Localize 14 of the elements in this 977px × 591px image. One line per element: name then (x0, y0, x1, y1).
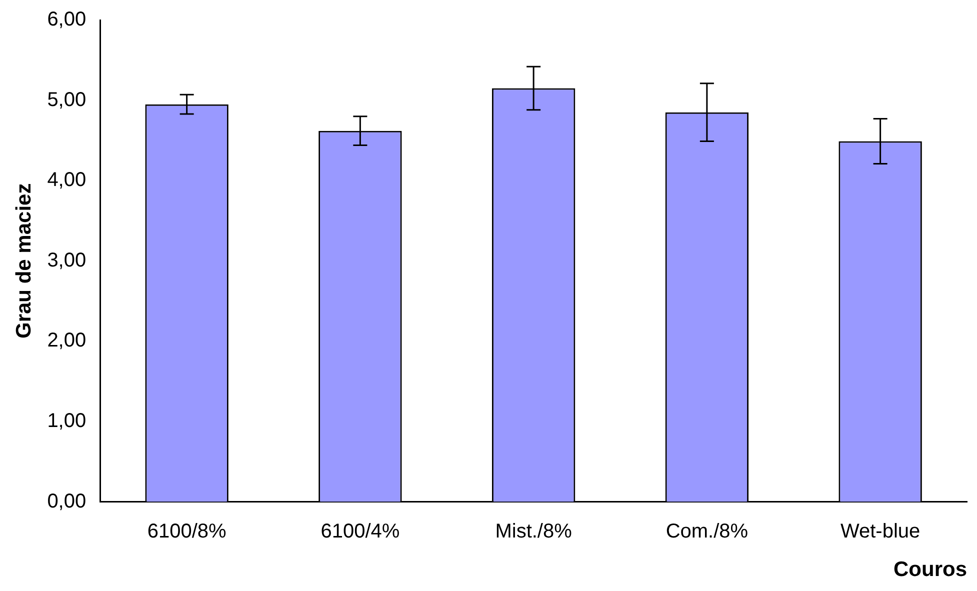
y-tick-label: 1,00 (47, 410, 86, 432)
x-tick-label: Mist./8% (495, 520, 572, 542)
x-tick-label: 6100/4% (320, 520, 400, 542)
y-axis-title: Grau de maciez (12, 183, 36, 339)
y-tick-label: 4,00 (47, 169, 86, 192)
x-tick-label: Com./8% (666, 520, 748, 542)
y-tick-label: 3,00 (47, 249, 86, 272)
x-axis-title: Couros (894, 558, 967, 582)
y-tick-label: 2,00 (47, 330, 86, 352)
y-tick-label: 0,00 (47, 490, 86, 512)
x-tick-label: 6100/8% (147, 520, 226, 542)
y-tick-label: 5,00 (47, 88, 86, 111)
x-tick-label: Wet-blue (840, 520, 920, 542)
y-tick-label: 6,00 (47, 8, 86, 31)
